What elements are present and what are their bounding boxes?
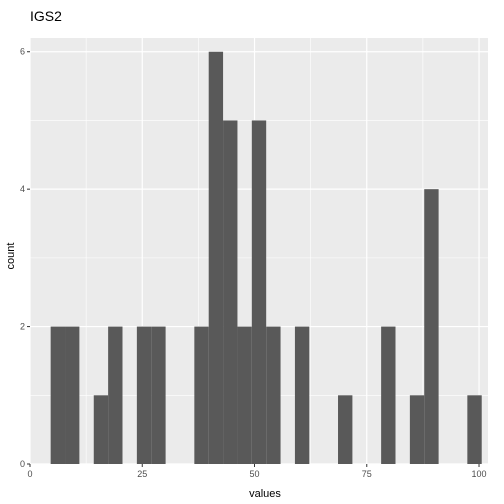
x-axis-title: values xyxy=(249,488,281,500)
histogram-bar xyxy=(251,120,267,465)
chart-title: IGS2 xyxy=(30,8,62,24)
histogram-bar xyxy=(294,326,310,464)
histogram-bar xyxy=(223,120,238,465)
histogram-bar xyxy=(424,189,439,464)
y-tick-label: 0 xyxy=(20,459,25,469)
histogram-bar xyxy=(108,326,123,464)
histogram-bar xyxy=(194,326,209,464)
histogram-bars xyxy=(50,51,482,465)
histogram-bar xyxy=(237,326,252,464)
histogram-bar xyxy=(50,326,66,464)
histogram-bar xyxy=(467,395,482,464)
histogram-bar xyxy=(409,395,425,464)
y-tick-label: 4 xyxy=(20,184,25,194)
histogram-bar xyxy=(381,326,396,464)
histogram-bar xyxy=(338,395,353,464)
histogram-bar xyxy=(151,326,166,464)
x-tick-label: 100 xyxy=(472,469,487,479)
y-axis: 0 2 4 6 xyxy=(20,47,30,469)
x-tick-label: 75 xyxy=(362,469,372,479)
y-axis-title: count xyxy=(5,243,17,270)
y-tick-label: 6 xyxy=(20,47,25,57)
x-tick-label: 50 xyxy=(250,469,260,479)
x-tick-label: 0 xyxy=(27,469,32,479)
histogram-bar xyxy=(208,51,224,464)
histogram-bar xyxy=(93,395,109,464)
y-tick-label: 2 xyxy=(20,322,25,332)
x-axis: 0 25 50 75 100 xyxy=(27,464,487,479)
histogram-bar xyxy=(136,326,152,464)
histogram-bar xyxy=(65,326,80,464)
x-tick-label: 25 xyxy=(137,469,147,479)
histogram-bar xyxy=(266,326,281,464)
